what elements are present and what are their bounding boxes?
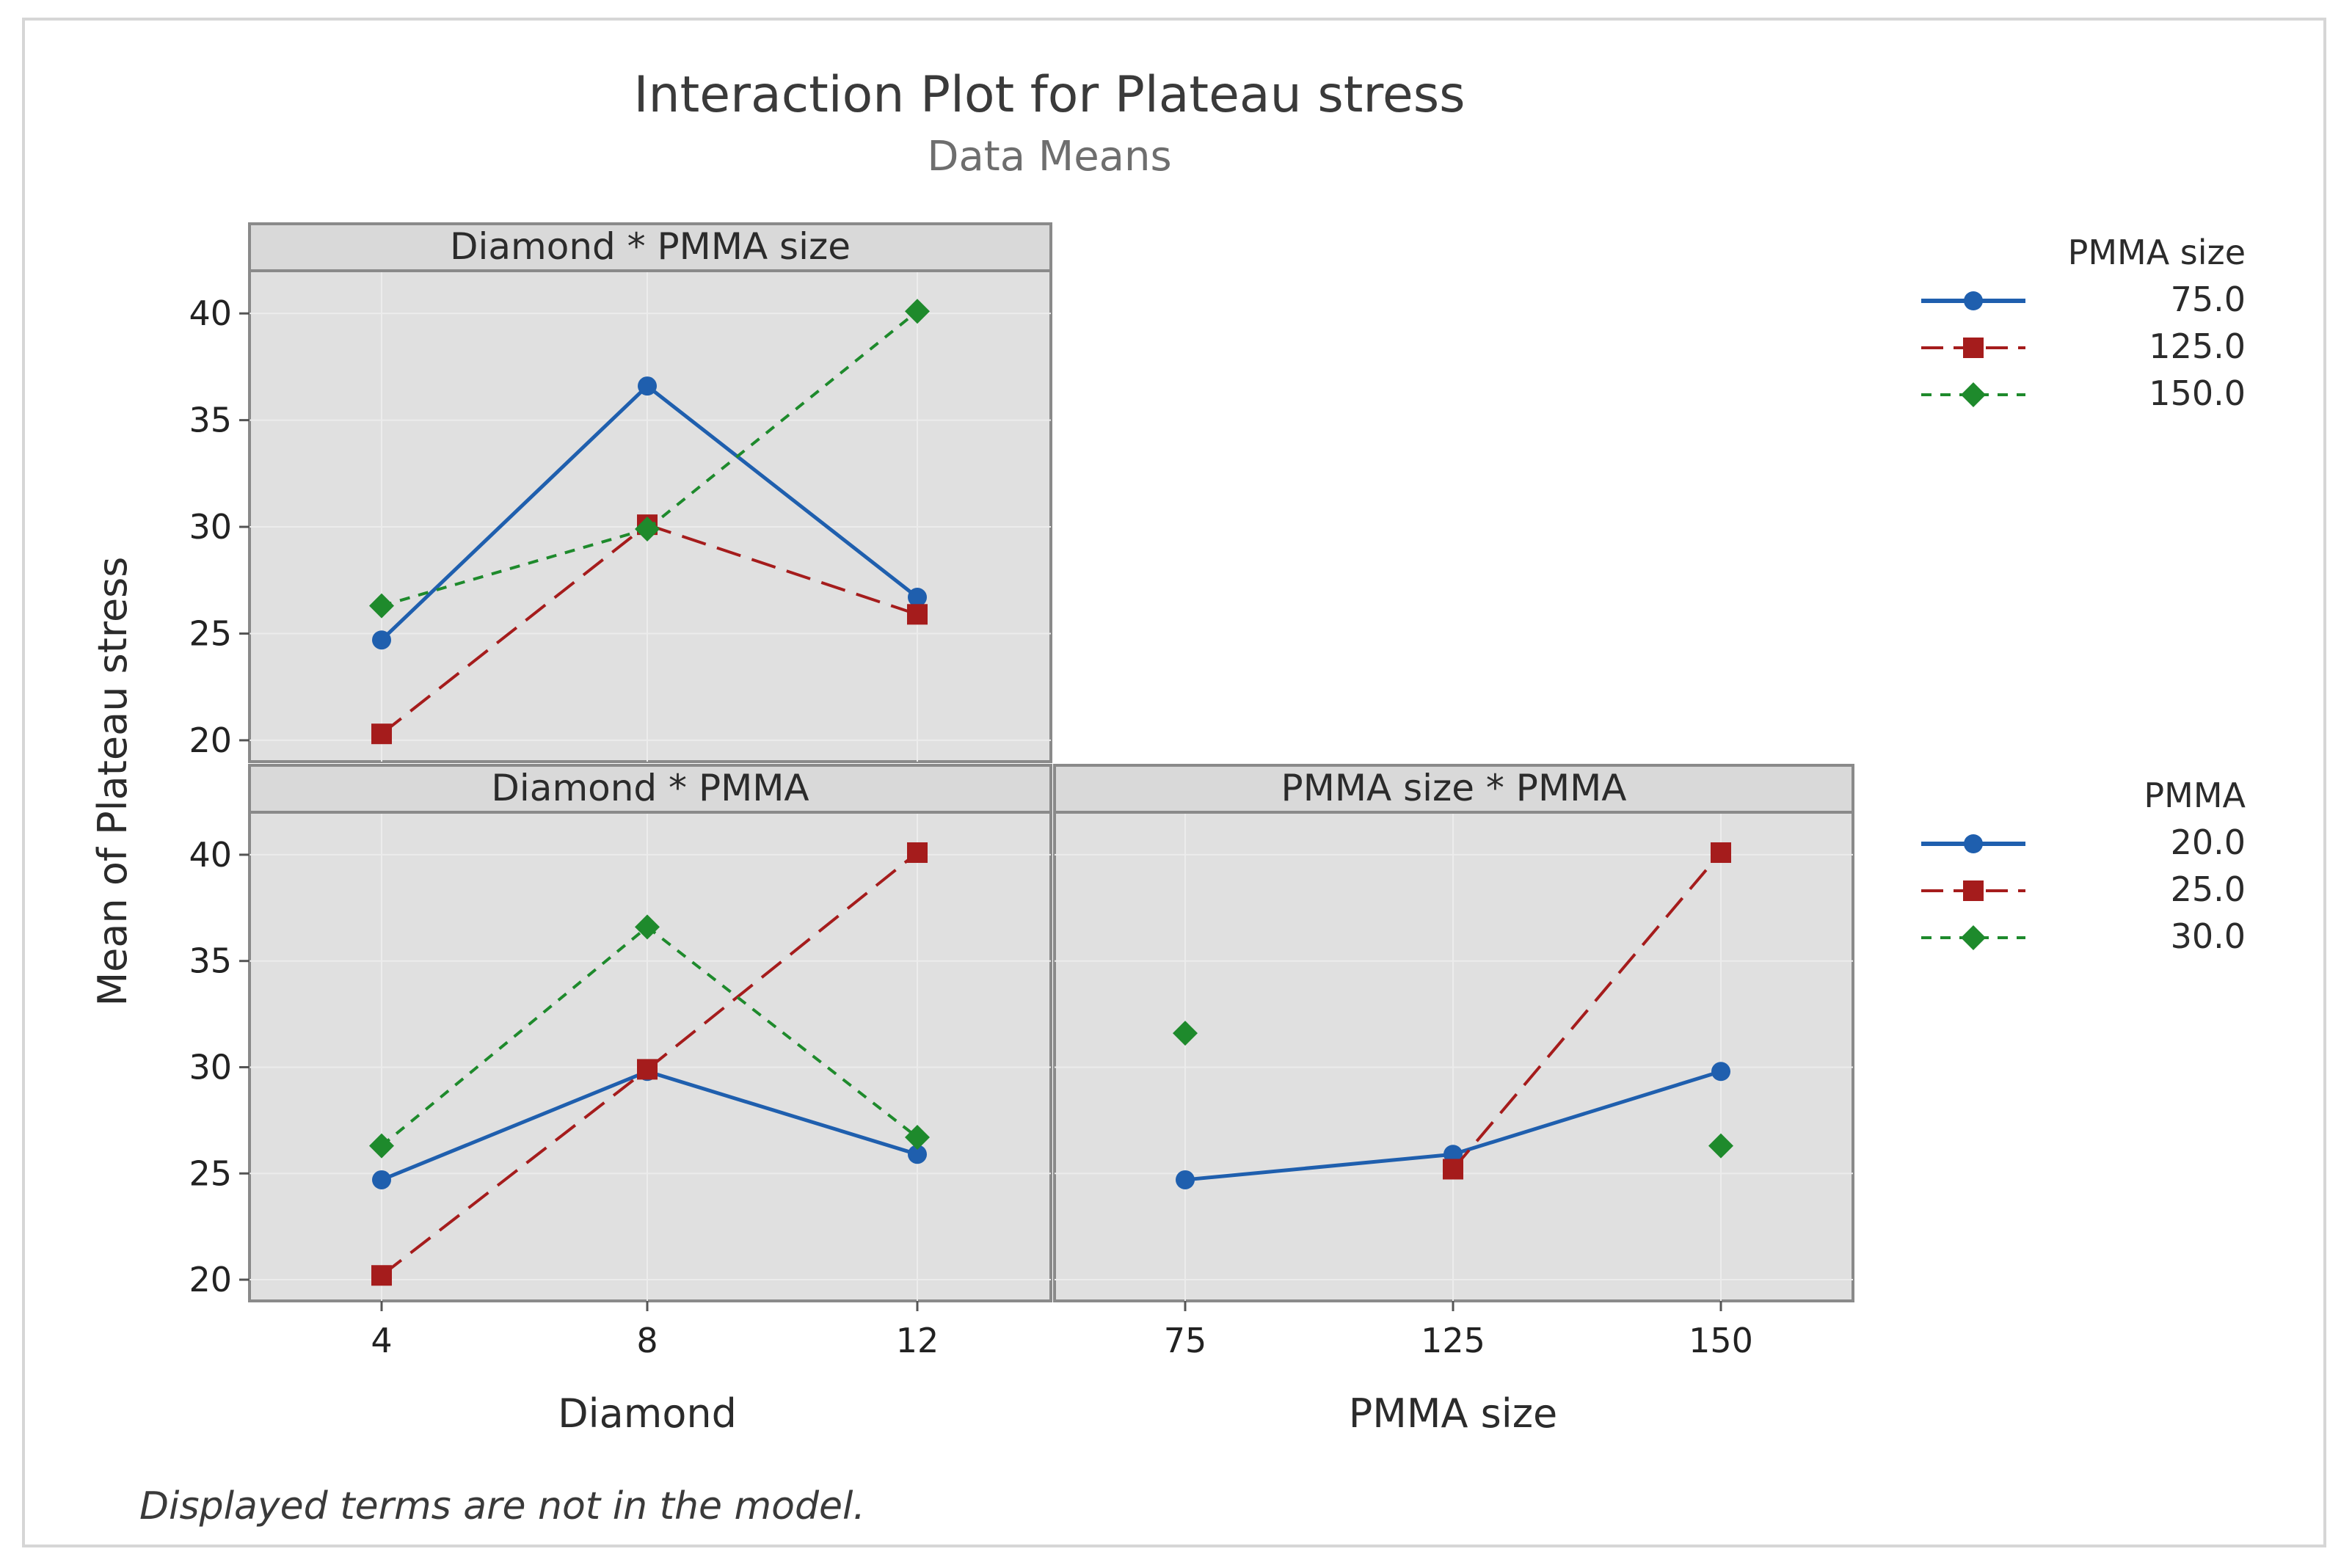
chart-title: Interaction Plot for Plateau stress	[633, 66, 1465, 124]
data-point-150.0	[635, 516, 660, 541]
legend-2: PMMA 20.0 25.0 30.0	[1921, 776, 2246, 956]
legend-title: PMMA size	[2068, 233, 2246, 272]
x-axis-label-diamond: Diamond	[558, 1390, 737, 1437]
x-tick-label: 4	[371, 1321, 392, 1360]
legend-1: PMMA size 75.0 125.0 150.0	[1921, 233, 2246, 413]
y-tick-label: 35	[189, 401, 232, 440]
series-line-150.0	[381, 528, 648, 608]
legend-title: PMMA	[2144, 776, 2246, 815]
series-line-20.0	[381, 1069, 648, 1182]
legend-entry-label: 125.0	[2149, 327, 2246, 366]
legend-entry-label: 75.0	[2171, 280, 2246, 319]
x-tick-label: 75	[1164, 1321, 1207, 1360]
series-line-20.0	[1452, 1069, 1722, 1156]
legend-marker	[1964, 291, 1983, 310]
data-point-75.0	[372, 630, 391, 650]
data-point-20.0	[1711, 1062, 1730, 1082]
data-point-25.0	[1711, 842, 1731, 864]
panel-background	[248, 811, 1052, 1302]
data-point-125.0	[371, 723, 392, 745]
data-point-20.0	[372, 1170, 391, 1189]
series-line-25.0	[1452, 851, 1722, 1170]
legend-marker	[1963, 880, 1984, 901]
legend-marker	[1961, 925, 1986, 950]
chart-subtitle: Data Means	[927, 133, 1171, 180]
series-line-20.0	[647, 1069, 918, 1156]
data-point-30.0	[1173, 1021, 1198, 1046]
y-tick-label: 40	[189, 835, 232, 875]
data-point-30.0	[635, 914, 660, 940]
x-tick-label: 8	[636, 1321, 658, 1360]
y-tick-label: 30	[189, 507, 232, 547]
legends: PMMA size 75.0 125.0 150.0 PMMA 20.0 25.0 30.0	[1921, 233, 2246, 956]
y-tick-label: 35	[189, 941, 232, 981]
data-point-30.0	[1708, 1133, 1733, 1159]
data-point-150.0	[905, 299, 930, 324]
y-tick-label: 20	[189, 1260, 232, 1299]
panel-strip	[1053, 764, 1854, 814]
series-line-75.0	[646, 384, 919, 599]
x-tick-label: 150	[1689, 1321, 1753, 1360]
data-point-75.0	[638, 376, 657, 396]
x-tick-label: 12	[896, 1321, 939, 1360]
footnote: Displayed terms are not in the model.	[139, 1484, 865, 1528]
series-line-25.0	[646, 851, 919, 1071]
panel-strip-label: Diamond * PMMA	[491, 767, 809, 809]
series-line-125.0	[647, 523, 918, 616]
data-point-25.0	[1443, 1159, 1463, 1180]
y-tick-label: 40	[189, 293, 232, 333]
panel-strip-label: Diamond * PMMA size	[450, 225, 851, 268]
panel-strip	[248, 222, 1052, 272]
legend-marker	[1963, 338, 1984, 358]
y-axis-label: Mean of Plateau stress	[90, 557, 136, 1007]
data-point-25.0	[907, 842, 928, 864]
panel-strip-label: PMMA size * PMMA	[1281, 767, 1627, 809]
data-point-75.0	[908, 588, 927, 608]
data-point-30.0	[369, 1133, 394, 1159]
data-point-125.0	[907, 604, 928, 625]
panel-strip	[248, 764, 1052, 814]
legend-marker	[1964, 834, 1983, 853]
legend-entry-label: 20.0	[2171, 823, 2246, 862]
data-point-20.0	[908, 1145, 927, 1164]
series-line-125.0	[380, 523, 649, 735]
series-line-150.0	[646, 310, 919, 530]
legend-marker	[1961, 382, 1986, 407]
y-tick-label: 20	[189, 721, 232, 760]
data-point-30.0	[905, 1125, 930, 1151]
y-tick-label: 25	[189, 1153, 232, 1193]
data-point-150.0	[369, 593, 394, 619]
legend-entry-label: 25.0	[2171, 869, 2246, 909]
panel-3: PMMA size * PMMA 75 125 150	[1053, 764, 1854, 1360]
legend-entry-label: 150.0	[2149, 373, 2246, 413]
y-tick-label: 25	[189, 613, 232, 653]
series-line-20.0	[1184, 1152, 1454, 1182]
y-tick-label: 30	[189, 1047, 232, 1087]
x-tick-label: 125	[1421, 1321, 1485, 1360]
series-line-30.0	[380, 925, 649, 1148]
legend-entry-label: 30.0	[2171, 916, 2246, 956]
data-point-25.0	[371, 1265, 392, 1286]
x-axis-label-pmma-size: PMMA size	[1349, 1390, 1558, 1437]
data-point-20.0	[1176, 1170, 1195, 1189]
panel-2: Diamond * PMMA 20 25 30 35 40 4 8 12	[189, 764, 1052, 1360]
data-point-25.0	[637, 1059, 658, 1080]
panel-1: Diamond * PMMA size 20 25 30 35 40	[189, 222, 1052, 763]
series-line-25.0	[380, 1068, 649, 1277]
series-line-75.0	[380, 384, 649, 642]
